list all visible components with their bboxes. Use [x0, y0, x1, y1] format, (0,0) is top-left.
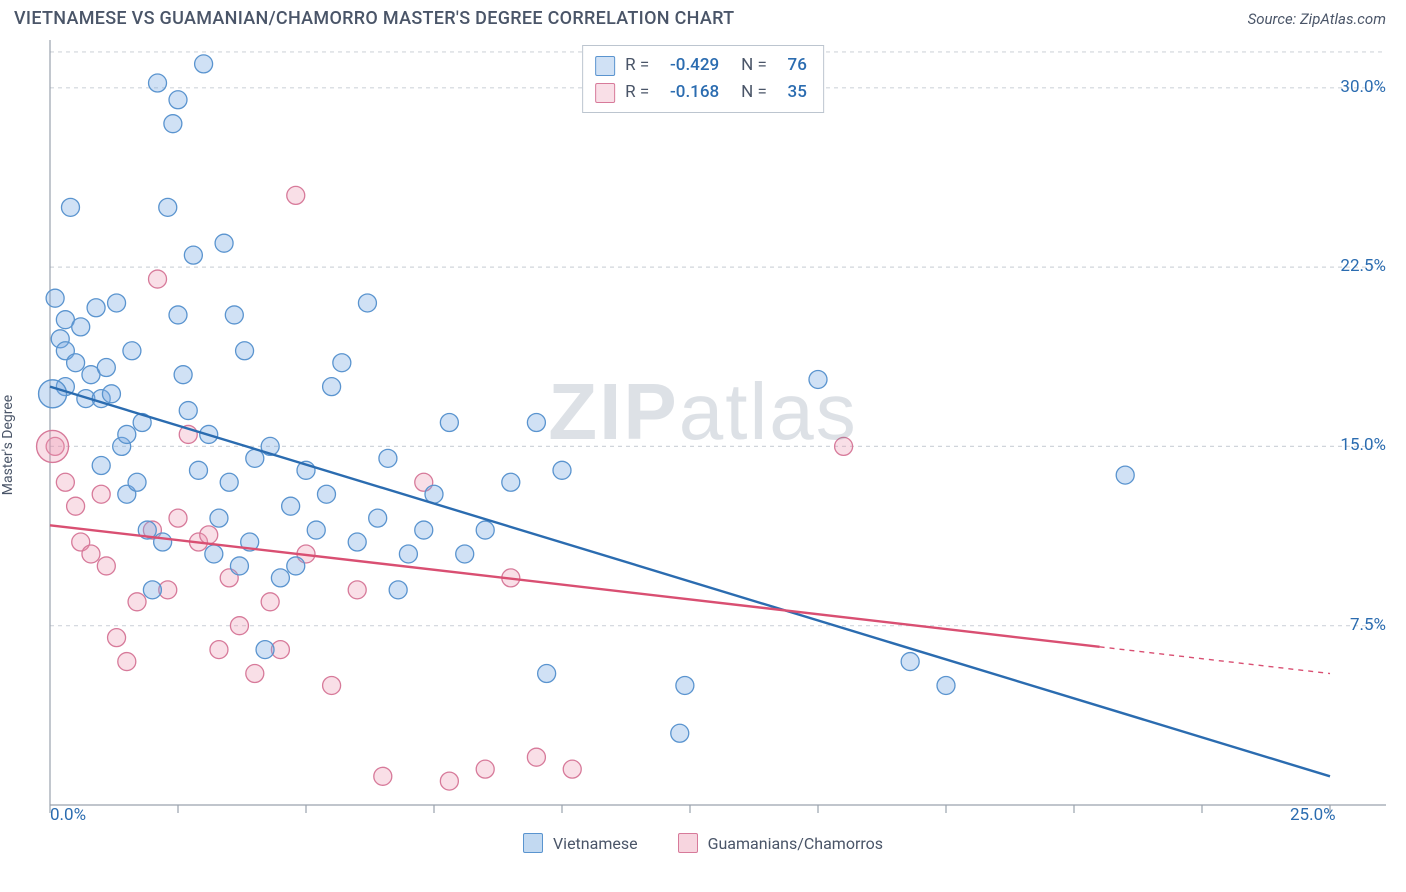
legend-r-label: R =	[625, 52, 649, 79]
y-tick-label: 22.5%	[1340, 256, 1386, 276]
legend-swatch	[595, 83, 615, 103]
legend-r-value: -0.429	[659, 52, 719, 79]
legend-n-value: 35	[777, 79, 807, 106]
legend-item: Vietnamese	[523, 833, 638, 853]
y-tick-label: 7.5%	[1350, 615, 1386, 635]
y-tick-label: 15.0%	[1340, 435, 1386, 455]
y-tick-label: 30.0%	[1340, 77, 1386, 97]
legend-n-value: 76	[777, 52, 807, 79]
legend-stat-row: R = -0.429 N = 76	[595, 52, 807, 79]
chart-title: VIETNAMESE VS GUAMANIAN/CHAMORRO MASTER'…	[14, 8, 734, 29]
chart-area: Master's Degree ZIPatlas R = -0.429N = 7…	[0, 35, 1406, 855]
legend-swatch	[678, 833, 698, 853]
legend-swatch	[523, 833, 543, 853]
legend-item: Guamanians/Chamorros	[678, 833, 883, 853]
correlation-legend: R = -0.429 N = 76 R = -0.168 N = 35	[582, 45, 824, 113]
legend-stat-row: R = -0.168 N = 35	[595, 79, 807, 106]
x-tick-label: 25.0%	[1290, 805, 1336, 825]
legend-swatch	[595, 56, 615, 76]
series-legend: Vietnamese Guamanians/Chamorros	[0, 833, 1406, 853]
legend-n-label: N =	[741, 79, 767, 106]
legend-label: Vietnamese	[553, 834, 638, 853]
chart-source: Source: ZipAtlas.com	[1248, 10, 1386, 28]
legend-label: Guamanians/Chamorros	[708, 834, 883, 853]
legend-r-value: -0.168	[659, 79, 719, 106]
y-axis-title: Master's Degree	[0, 395, 16, 495]
scatter-plot	[0, 35, 1406, 855]
x-tick-label: 0.0%	[50, 805, 86, 825]
legend-n-label: N =	[741, 52, 767, 79]
legend-r-label: R =	[625, 79, 649, 106]
